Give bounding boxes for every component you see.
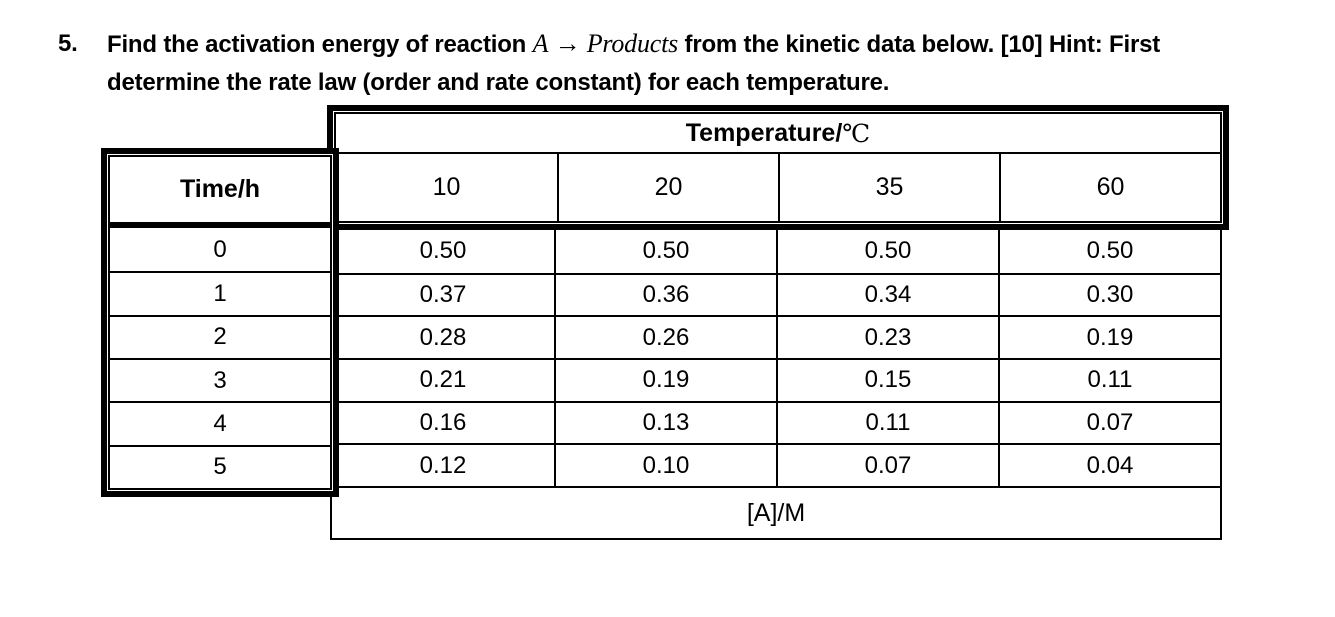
data-cell: 0.16 xyxy=(332,400,554,444)
question-text: Find the activation energy of reaction A… xyxy=(107,25,1160,102)
data-cell: 0.13 xyxy=(554,400,776,444)
time-header-divider xyxy=(110,222,330,228)
data-cell: 0.12 xyxy=(332,443,554,486)
temperature-title-label: Temperature/ xyxy=(685,118,843,147)
reaction-arrow: → xyxy=(554,29,581,58)
data-cell: 0.50 xyxy=(554,230,776,273)
time-cell: 5 xyxy=(110,444,330,488)
data-cell: 0.50 xyxy=(776,230,998,273)
question-line1-start: Find the activation energy of reaction xyxy=(107,31,527,58)
data-cell: 0.34 xyxy=(776,272,998,316)
question: 5. Find the activation energy of reactio… xyxy=(58,25,1160,102)
data-cell: 0.21 xyxy=(332,358,554,401)
question-line-2: determine the rate law (order and rate c… xyxy=(107,69,890,96)
product-symbol: Products xyxy=(586,29,679,58)
data-cell: 0.19 xyxy=(554,358,776,401)
data-cell: 0.30 xyxy=(998,272,1220,316)
concentration-unit-row: [A]/M xyxy=(330,488,1222,540)
data-cell: 0.50 xyxy=(998,230,1220,273)
data-cell: 0.15 xyxy=(776,358,998,401)
time-cell: 0 xyxy=(213,235,227,263)
data-cell: 0.23 xyxy=(776,315,998,358)
time-cell: 1 xyxy=(110,271,330,314)
question-line-1: Find the activation energy of reaction A… xyxy=(107,25,1160,64)
temp-column-header: 10 xyxy=(432,173,461,201)
data-cell: 0.36 xyxy=(554,272,776,316)
time-column-box: Time/h 0 1 2 3 4 5 xyxy=(101,148,339,497)
data-cell: 0.10 xyxy=(554,443,776,486)
question-line1-end: from the kinetic data below. [10] Hint: … xyxy=(684,31,1161,58)
data-cell: 0.07 xyxy=(776,443,998,486)
temperature-unit: ℃ xyxy=(842,118,871,148)
data-cell: 0.11 xyxy=(998,358,1220,401)
data-cell: 0.26 xyxy=(554,315,776,358)
temperature-header-inner: Temperature/℃ 10 20 35 60 xyxy=(334,112,1222,223)
data-cell: 0.07 xyxy=(998,400,1220,444)
data-cell: 0.28 xyxy=(332,315,554,358)
temp-column-header: 20 xyxy=(557,154,778,221)
temperature-title: Temperature/℃ xyxy=(336,114,1220,154)
data-cell: 0.04 xyxy=(998,443,1220,486)
time-rows: 0 1 2 3 4 5 xyxy=(110,228,330,488)
data-cell: 0.11 xyxy=(776,400,998,444)
time-column-inner: Time/h 0 1 2 3 4 5 xyxy=(108,155,332,490)
time-cell: 4 xyxy=(110,401,330,444)
concentration-data-grid: 0.50 0.50 0.50 0.50 0.37 0.36 0.34 0.30 … xyxy=(330,230,1222,488)
data-cell: 0.19 xyxy=(998,315,1220,358)
reaction-equation: A → Products xyxy=(532,29,679,58)
time-cell: 3 xyxy=(110,357,330,401)
reactant-symbol: A xyxy=(532,29,549,58)
time-cell: 2 xyxy=(110,314,330,358)
concentration-unit-label: [A]/M xyxy=(746,498,806,527)
temperature-columns: 10 20 35 60 xyxy=(336,154,1220,221)
question-number: 5. xyxy=(58,30,78,57)
data-cell: 0.50 xyxy=(419,237,467,265)
temp-column-header: 35 xyxy=(778,154,999,221)
data-cell: 0.37 xyxy=(332,272,554,316)
time-column-header: Time/h xyxy=(179,175,261,203)
temp-column-header: 60 xyxy=(999,154,1220,221)
temperature-header-box: Temperature/℃ 10 20 35 60 xyxy=(327,105,1229,230)
